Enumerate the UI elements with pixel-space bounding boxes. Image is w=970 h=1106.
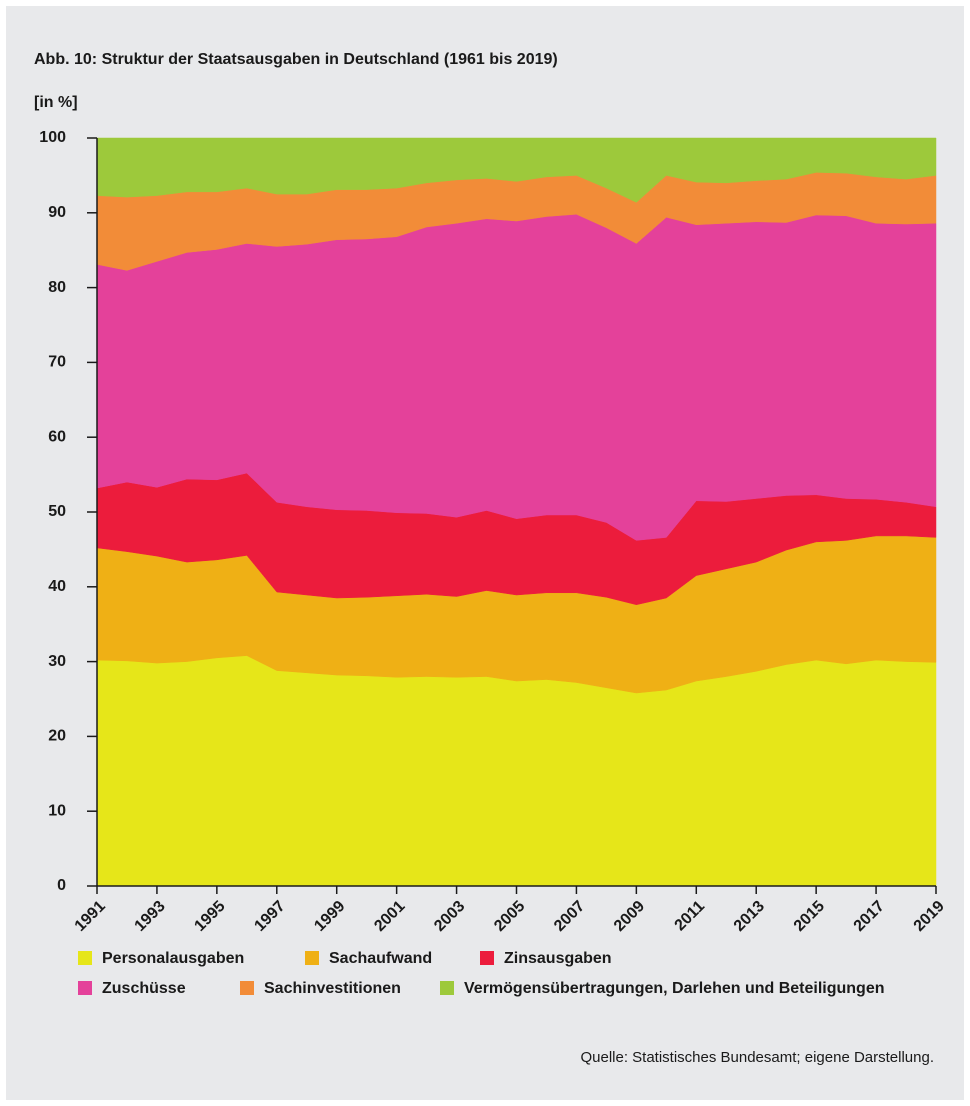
legend-label: Sachinvestitionen	[264, 980, 401, 997]
y-tick-label: 80	[48, 279, 66, 296]
legend-swatch	[305, 951, 319, 965]
y-tick-label: 40	[48, 578, 66, 595]
source: Quelle: Statistisches Bundesamt; eigene …	[580, 1049, 934, 1066]
legend-swatch	[78, 951, 92, 965]
area	[96, 137, 937, 203]
y-tick-label: 20	[48, 728, 66, 745]
chart-title: Abb. 10: Struktur der Staatsausgaben in …	[34, 51, 558, 68]
y-tick-label: 90	[48, 204, 66, 221]
y-tick-label: 100	[39, 129, 66, 146]
y-axis-label: [in %]	[34, 94, 78, 111]
legend-label: Vermögensübertragungen, Darlehen und Bet…	[464, 980, 885, 997]
y-tick-label: 70	[48, 354, 66, 371]
legend-label: Zuschüsse	[102, 980, 186, 997]
area	[96, 655, 937, 887]
legend-label: Sachaufwand	[329, 950, 432, 967]
legend-swatch	[78, 981, 92, 995]
y-tick-label: 10	[48, 802, 66, 819]
legend-label: Personalausgaben	[102, 950, 244, 967]
y-tick-label: 50	[48, 503, 66, 520]
y-tick-label: 30	[48, 653, 66, 670]
legend-label: Zinsausgaben	[504, 950, 612, 967]
legend-swatch	[480, 951, 494, 965]
legend-swatch	[240, 981, 254, 995]
y-tick-label: 0	[57, 877, 66, 894]
y-tick-label: 60	[48, 428, 66, 445]
legend-swatch	[440, 981, 454, 995]
